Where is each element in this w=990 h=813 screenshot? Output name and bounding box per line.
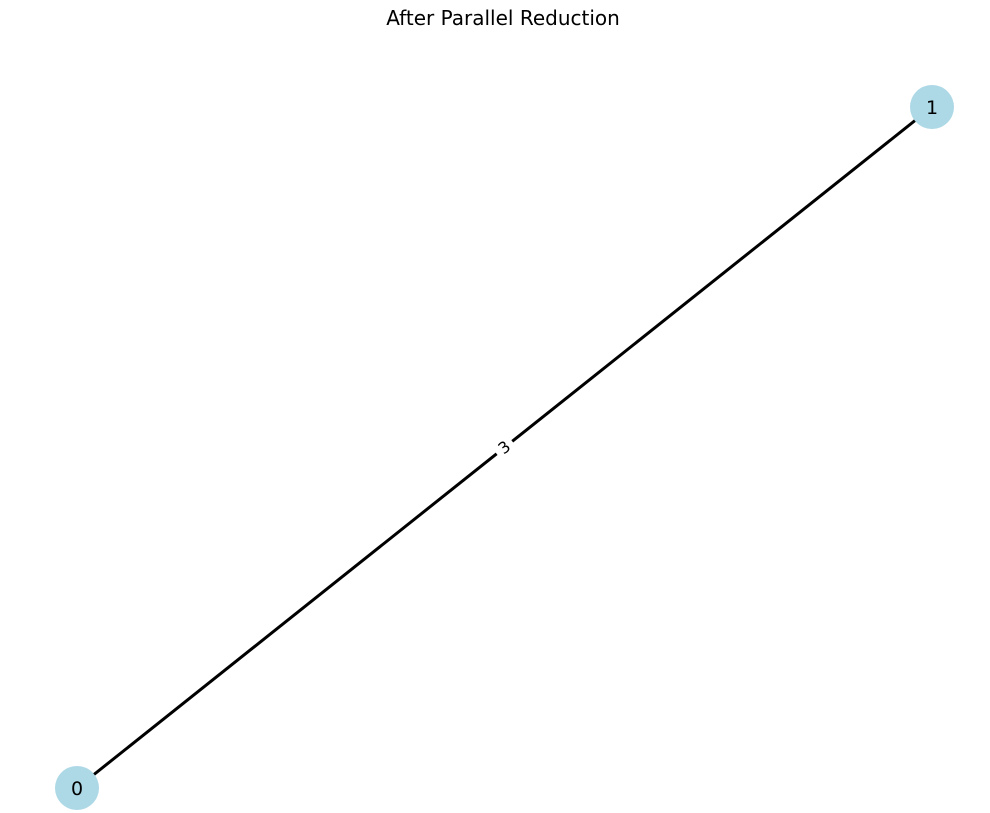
node-1-circle	[910, 85, 954, 129]
edge-label-0-1: 3	[489, 432, 519, 462]
figure-title: After Parallel Reduction	[386, 6, 620, 30]
node-1-label: 1	[926, 97, 938, 119]
node-0-circle	[55, 766, 99, 810]
node-1: 1	[910, 85, 954, 129]
node-0-label: 0	[71, 778, 83, 800]
node-0: 0	[55, 766, 99, 810]
